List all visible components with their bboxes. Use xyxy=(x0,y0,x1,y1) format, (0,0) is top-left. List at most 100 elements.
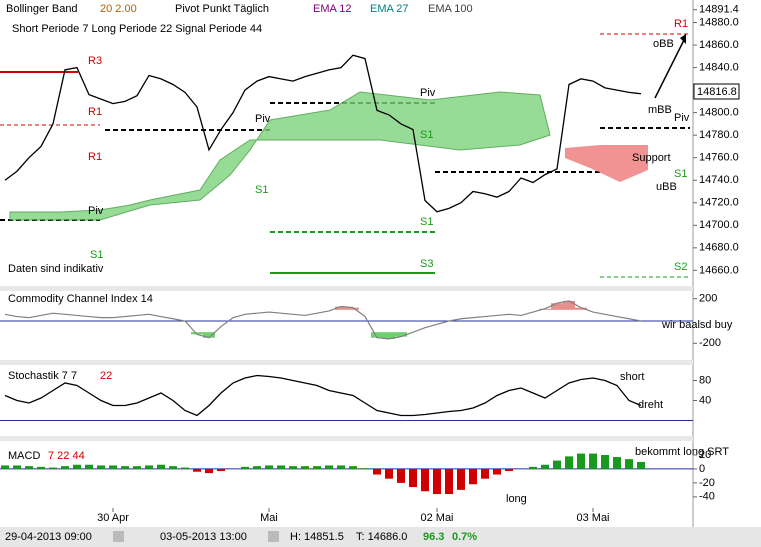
bar xyxy=(241,466,249,469)
annotation: R1 xyxy=(88,106,102,118)
series-line xyxy=(4,300,642,340)
bar xyxy=(541,464,549,469)
legend: Pivot Punkt Täglich xyxy=(175,3,269,15)
annotation: R1 xyxy=(88,151,102,163)
bar xyxy=(121,466,129,469)
cci-excess xyxy=(395,332,407,337)
cci-excess xyxy=(575,307,587,310)
legend: Short Periode 7 Long Periode 22 Signal P… xyxy=(12,23,262,35)
y-tick-label: -200 xyxy=(699,337,721,349)
annotation: short xyxy=(620,371,644,383)
annotation: S1 xyxy=(90,249,103,261)
bar xyxy=(73,464,81,469)
annotation: dreht xyxy=(638,399,663,411)
bar xyxy=(109,465,117,469)
y-tick-label: 0 xyxy=(699,463,705,475)
cci-excess xyxy=(347,307,359,310)
cci-excess xyxy=(551,303,563,310)
bar xyxy=(625,459,633,469)
y-tick-label: 14800.0 xyxy=(699,107,739,119)
annotation: S3 xyxy=(420,258,433,270)
panel-title: MACD xyxy=(8,450,40,462)
legend: EMA 27 xyxy=(370,3,409,15)
cci-excess xyxy=(191,332,203,335)
bar xyxy=(361,468,369,469)
divider[interactable] xyxy=(0,360,693,365)
y-tick-label: 14740.0 xyxy=(699,174,739,186)
bar xyxy=(397,468,405,483)
y-tick-label: 14891.4 xyxy=(699,4,739,16)
y-tick-label: 20 xyxy=(699,449,711,461)
panel-title: Commodity Channel Index 14 xyxy=(8,293,153,305)
legend: 20 2.00 xyxy=(100,3,137,15)
y-tick-label: 14700.0 xyxy=(699,219,739,231)
bar xyxy=(169,466,177,469)
bar xyxy=(145,465,153,469)
bar xyxy=(457,468,465,490)
bar xyxy=(577,453,585,469)
bar xyxy=(205,468,213,474)
divider[interactable] xyxy=(0,436,693,441)
divider[interactable] xyxy=(0,286,693,291)
panel-title: 22 xyxy=(100,370,112,382)
x-tick-label: 03 Mai xyxy=(576,512,609,524)
bar xyxy=(349,466,357,469)
bar xyxy=(61,466,69,469)
annotation: S1 xyxy=(674,168,687,180)
annotation: uBB xyxy=(656,181,677,193)
bar xyxy=(637,461,645,469)
y-tick-label: 14720.0 xyxy=(699,197,739,209)
footer-text: 0.7% xyxy=(452,531,477,543)
bar xyxy=(565,456,573,469)
y-tick-label: 14840.0 xyxy=(699,61,739,73)
series-line xyxy=(4,54,642,213)
legend: EMA 12 xyxy=(313,3,352,15)
y-tick-label: 14780.0 xyxy=(699,129,739,141)
bar xyxy=(325,465,333,469)
panel-title: 7 22 44 xyxy=(48,450,85,462)
annotation: oBB xyxy=(653,38,674,50)
x-tick-label: 30 Apr xyxy=(97,512,129,524)
bar xyxy=(493,468,501,475)
footer-text[interactable]: 29-04-2013 09:00 xyxy=(5,531,92,543)
arrow xyxy=(654,39,685,99)
x-tick-label: Mai xyxy=(260,512,278,524)
y-tick-label: 14660.0 xyxy=(699,264,739,276)
bar xyxy=(277,465,285,469)
cci-excess xyxy=(203,332,215,338)
bar xyxy=(445,468,453,495)
calendar-icon[interactable] xyxy=(268,531,279,542)
bar xyxy=(157,464,165,469)
y-tick-label: 14760.0 xyxy=(699,152,739,164)
footer-text[interactable]: 03-05-2013 13:00 xyxy=(160,531,247,543)
calendar-icon[interactable] xyxy=(113,531,124,542)
annotation: wir baalsd buy xyxy=(661,319,733,331)
y-tick-label: -40 xyxy=(699,491,715,503)
bar xyxy=(409,468,417,488)
annotation: Daten sind indikativ xyxy=(8,263,104,275)
bar xyxy=(193,468,201,472)
footer-text: H: 14851.5 xyxy=(290,531,344,543)
bar xyxy=(289,466,297,469)
bar xyxy=(337,465,345,469)
arrow xyxy=(680,34,686,44)
annotation: S1 xyxy=(420,129,433,141)
legend: Bollinger Band xyxy=(6,3,78,15)
bar xyxy=(49,467,57,469)
bar xyxy=(589,453,597,469)
bar xyxy=(373,468,381,475)
bar xyxy=(217,468,225,472)
annotation: R3 xyxy=(88,55,102,67)
footer-text: 96.3 xyxy=(423,531,444,543)
footer-bar xyxy=(0,527,761,547)
y-tick-label: 14880.0 xyxy=(699,16,739,28)
y-tick-label: 14680.0 xyxy=(699,242,739,254)
y-tick-label: -20 xyxy=(699,477,715,489)
cci-excess xyxy=(563,300,575,310)
current-price: 14816.8 xyxy=(697,86,737,98)
bar xyxy=(385,468,393,479)
annotation: long xyxy=(506,493,527,505)
annotation: Piv xyxy=(674,112,690,124)
legend-bg xyxy=(0,0,470,38)
legend: EMA 100 xyxy=(428,3,473,15)
